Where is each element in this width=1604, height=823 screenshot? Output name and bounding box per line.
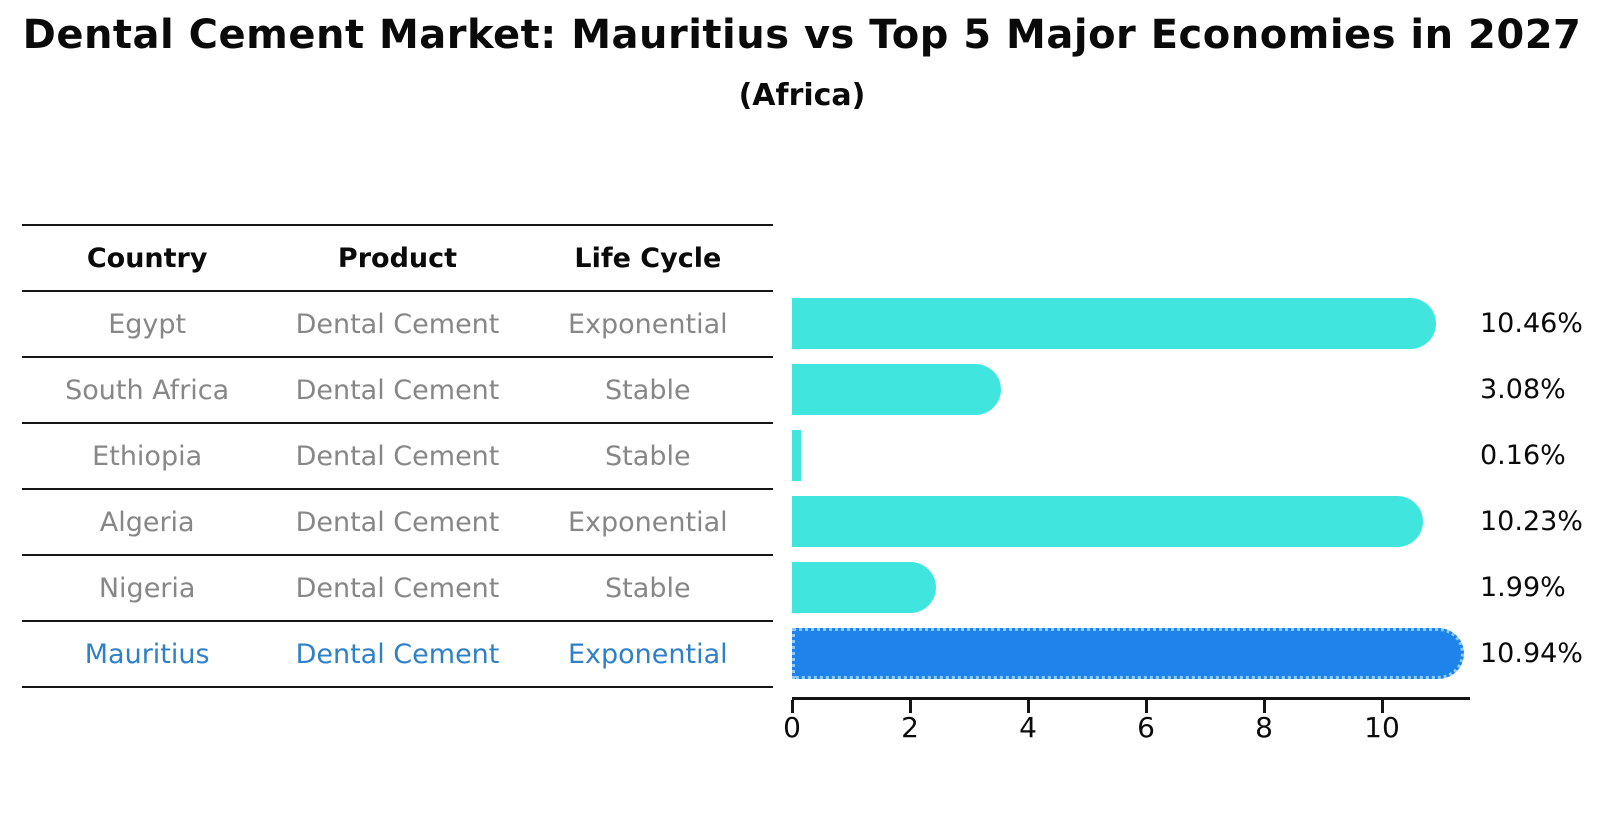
x-axis-tick-label: 6 (1137, 711, 1155, 744)
table-header-row: Country Product Life Cycle (22, 226, 773, 292)
table-header-product: Product (337, 242, 458, 274)
life-cycle-cell: Exponential (567, 638, 728, 670)
country-cell: South Africa (65, 374, 230, 406)
bar-ethiopia (792, 430, 801, 481)
country-cell: Nigeria (98, 572, 196, 604)
x-axis-tick-label: 0 (783, 711, 801, 744)
table-row-algeria: Algeria Dental Cement Exponential (22, 490, 773, 556)
life-cycle-cell: Stable (605, 374, 691, 406)
table-row-south-africa: South Africa Dental Cement Stable (22, 358, 773, 424)
x-axis-tick (1380, 700, 1384, 713)
table-row-nigeria: Nigeria Dental Cement Stable (22, 556, 773, 622)
country-cell: Ethiopia (92, 440, 203, 472)
bar-value-label-ethiopia: 0.16% (1480, 439, 1566, 471)
bar-value-label-nigeria: 1.99% (1480, 571, 1566, 603)
x-axis-tick-label: 10 (1364, 711, 1400, 744)
table-header-life-cycle: Life Cycle (574, 242, 722, 274)
product-cell: Dental Cement (295, 308, 500, 340)
bar-south-africa (792, 364, 1001, 415)
product-cell: Dental Cement (295, 506, 500, 538)
bar-mauritius (792, 628, 1464, 679)
life-cycle-cell: Stable (605, 440, 691, 472)
bar-value-label-south-africa: 3.08% (1480, 373, 1566, 405)
life-cycle-cell: Stable (605, 572, 691, 604)
x-axis-tick (908, 700, 912, 713)
life-cycle-cell: Exponential (567, 506, 728, 538)
country-cell: Mauritius (84, 638, 210, 670)
country-cell: Egypt (108, 308, 187, 340)
bar-value-label-egypt: 10.46% (1480, 307, 1583, 339)
x-axis-tick (1144, 700, 1148, 713)
table-header-country: Country (86, 242, 208, 274)
comparison-table-body: Egypt Dental Cement Exponential South Afric… (22, 292, 773, 688)
bar-value-label-algeria: 10.23% (1480, 505, 1583, 537)
country-cell: Algeria (99, 506, 195, 538)
product-cell: Dental Cement (295, 440, 500, 472)
x-axis-tick-label: 2 (901, 711, 919, 744)
table-row-ethiopia: Ethiopia Dental Cement Stable (22, 424, 773, 490)
x-axis-line (792, 697, 1470, 700)
bar-algeria (792, 496, 1423, 547)
product-cell: Dental Cement (295, 374, 500, 406)
life-cycle-cell: Exponential (567, 308, 728, 340)
bar-nigeria (792, 562, 936, 613)
x-axis-tick (1026, 700, 1030, 713)
product-cell: Dental Cement (295, 572, 500, 604)
comparison-table: Country Product Life Cycle Egypt Dental C… (22, 224, 773, 688)
x-axis-tick-label: 4 (1019, 711, 1037, 744)
x-axis-tick (790, 700, 794, 713)
product-cell: Dental Cement (295, 638, 500, 670)
page-subtitle: (Africa) (738, 78, 866, 113)
bar-egypt (792, 298, 1436, 349)
table-row-egypt: Egypt Dental Cement Exponential (22, 292, 773, 358)
bar-value-label-mauritius: 10.94% (1480, 637, 1583, 669)
x-axis-tick-label: 8 (1255, 711, 1273, 744)
page-title: Dental Cement Market: Mauritius vs Top 5… (22, 12, 1582, 58)
table-row-mauritius: Mauritius Dental Cement Exponential (22, 622, 773, 688)
x-axis-tick (1262, 700, 1266, 713)
